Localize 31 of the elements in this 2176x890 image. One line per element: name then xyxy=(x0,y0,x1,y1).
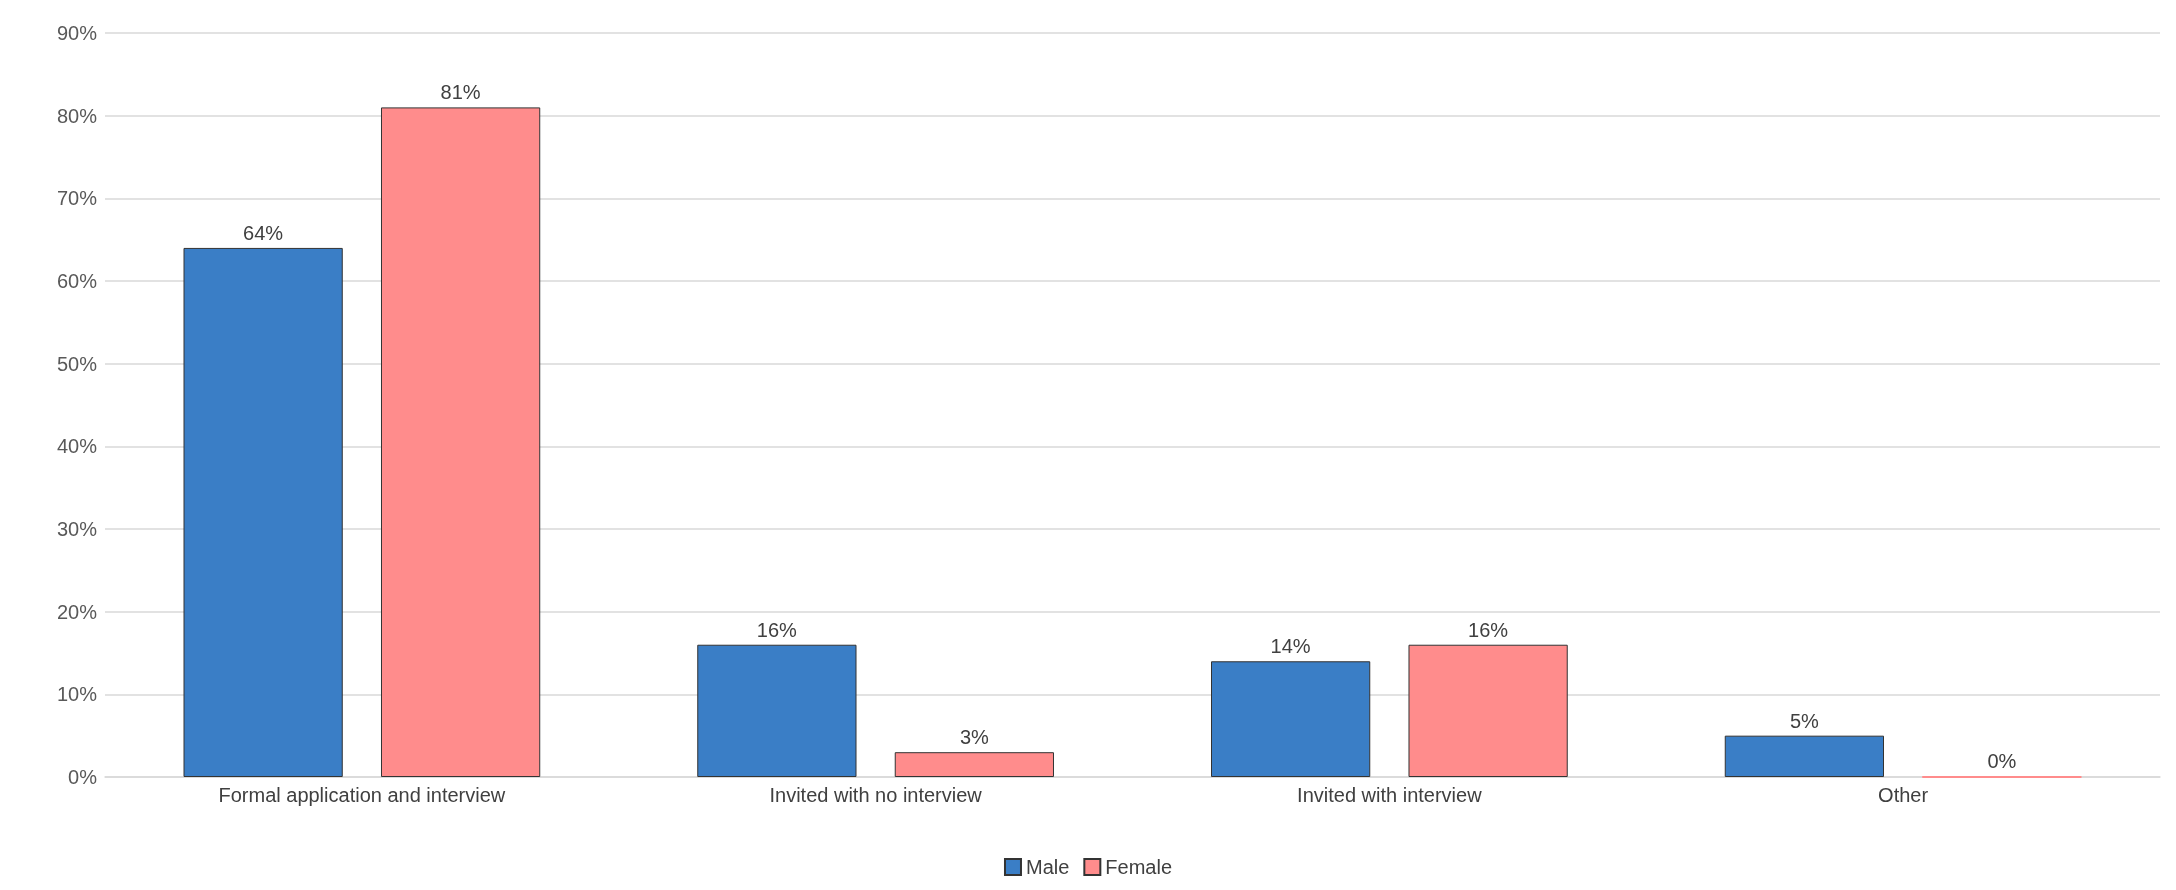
data-label: 81% xyxy=(440,81,481,104)
y-tick-label: 70% xyxy=(56,187,98,210)
legend-label: Female xyxy=(1105,856,1173,878)
y-tick-label: 0% xyxy=(68,766,98,788)
data-label: 16% xyxy=(756,618,798,641)
data-label: 5% xyxy=(1789,709,1820,732)
legend-label: Male xyxy=(1025,856,1070,878)
x-tick-label: Other xyxy=(1878,784,1929,806)
data-label: 64% xyxy=(243,221,284,244)
x-tick-label: Invited with interview xyxy=(1297,784,1483,806)
data-label: 16% xyxy=(1468,618,1509,641)
bar xyxy=(1211,661,1371,777)
bar xyxy=(697,644,857,777)
y-tick-label: 30% xyxy=(56,518,98,540)
data-label: 0% xyxy=(1987,750,2017,772)
bar xyxy=(380,107,541,777)
x-tick-label: Invited with no interview xyxy=(769,784,983,806)
y-tick-label: 60% xyxy=(56,270,98,292)
y-tick-label: 10% xyxy=(56,683,98,706)
bar xyxy=(183,247,343,777)
y-tick-label: 90% xyxy=(56,22,98,44)
x-tick-label: Formal application and interview xyxy=(218,784,506,806)
y-tick-label: 20% xyxy=(56,600,98,623)
bar xyxy=(1408,644,1568,777)
y-tick-label: 80% xyxy=(56,104,98,127)
data-label: 14% xyxy=(1270,635,1311,658)
bar xyxy=(894,752,1054,777)
bar xyxy=(1724,735,1885,777)
y-tick-label: 50% xyxy=(56,352,98,375)
data-label: 3% xyxy=(959,726,990,749)
y-tick-label: 40% xyxy=(56,435,98,458)
